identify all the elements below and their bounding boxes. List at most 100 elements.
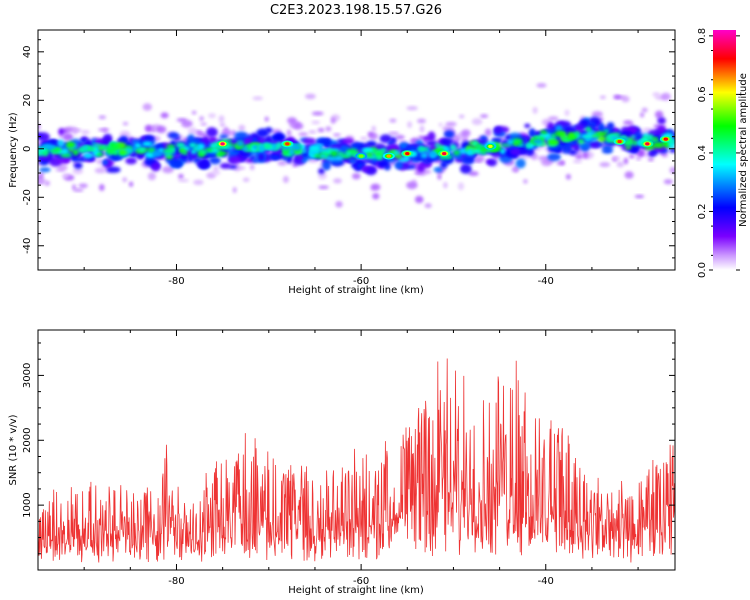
spectrogram-core-blob [585, 126, 592, 132]
spectrogram-halo-blob [484, 128, 492, 137]
spectrogram-halo-blob [61, 173, 70, 179]
spectrogram-core-blob [44, 144, 57, 150]
spectrogram-halo-blob [437, 173, 442, 180]
spectrogram-halo-blob [629, 154, 635, 159]
spectrogram-halo-blob [572, 159, 583, 164]
spectrogram-halo-blob [317, 128, 325, 133]
spectrogram-halo-blob [145, 125, 153, 132]
spectrogram-halo-blob [438, 122, 443, 127]
spectrogram-halo-blob [443, 181, 448, 189]
spectrogram-halo-blob [213, 166, 219, 171]
colorbar-tick-label: 0.0 [697, 262, 708, 278]
spectrogram-core-blob [334, 155, 344, 161]
spectrogram-core-blob [623, 139, 634, 147]
spectrogram-core-blob [668, 141, 675, 149]
x-tick-label: -60 [353, 276, 369, 287]
spectrogram-band-blob [563, 141, 577, 146]
spectrogram-halo-blob [38, 123, 41, 130]
spectrogram-core-blob [625, 146, 632, 150]
spectrogram-core-blob [554, 130, 566, 137]
x-tick-label: -40 [538, 576, 554, 587]
spectrogram-core-blob [394, 154, 403, 159]
spectrogram-band-blob [125, 157, 137, 165]
spectrogram-band-blob [348, 159, 357, 163]
spectrogram-band-blob [547, 122, 554, 131]
spectrogram-halo-blob [616, 161, 624, 168]
spectrogram-halo-blob [191, 110, 197, 115]
spectrogram-core-blob [82, 152, 94, 159]
spectrogram-band-blob [219, 134, 229, 139]
spectrogram-core-blob [420, 152, 429, 159]
spectrogram-band-blob [119, 136, 128, 144]
spectrogram-core-blob [190, 149, 197, 155]
spectrogram-band-blob [440, 137, 454, 146]
spectrogram-band-blob [440, 161, 448, 169]
spectrogram-halo-blob [318, 172, 327, 180]
spectrogram-frame [37, 29, 676, 271]
spectrogram-band-blob [73, 162, 83, 169]
spectrogram-halo-blob [330, 117, 336, 124]
spectrogram-core-blob [175, 142, 186, 148]
y-tick-label: 2000 [22, 428, 33, 453]
colorbar: 0.0 0.2 0.4 0.6 0.8 Normalized spectral ampl… [697, 28, 749, 278]
spectrogram-core-blob [475, 144, 482, 149]
spectrogram-halo-blob [663, 179, 673, 185]
spectrogram-band-blob [38, 132, 43, 140]
spectrogram-band-blob [648, 151, 656, 157]
spectrogram-xlabel: Height of straight line (km) [288, 285, 424, 296]
spectrogram-core-blob [366, 152, 373, 157]
spectrogram-halo-blob [129, 181, 134, 187]
spectrogram-halo-blob [360, 136, 368, 141]
spectrogram-halo-blob [669, 166, 675, 174]
spectrogram-band-blob [234, 131, 248, 139]
spectrogram-peak [663, 137, 668, 141]
spectrogram-core-blob [236, 140, 244, 147]
spectrogram-halo-blob [333, 178, 342, 184]
spectrogram-core-blob [184, 146, 191, 151]
x-tick-label: -60 [353, 576, 369, 587]
spectrogram-band-blob [72, 157, 87, 162]
colorbar-tick-label: 0.8 [697, 28, 708, 44]
spectrogram-band-blob [524, 123, 531, 128]
spectrogram-halo-blob [298, 132, 309, 137]
spectrogram-core-blob [434, 143, 441, 148]
spectrogram-band-blob [379, 134, 392, 144]
spectrogram-core-blob [376, 154, 383, 161]
spectrogram-halo-blob [311, 111, 324, 116]
spectrogram-halo-blob [395, 135, 405, 140]
spectrogram-band-blob [274, 132, 285, 141]
spectrogram-band-blob [399, 142, 410, 150]
spectrogram-core-blob [302, 149, 307, 153]
spectrogram-core-blob [99, 145, 108, 150]
spectrogram-halo-blob [325, 126, 332, 132]
spectrogram-halo-blob [181, 119, 193, 128]
spectrogram-halo-blob [582, 151, 589, 159]
spectrogram-core-blob [210, 143, 217, 149]
spectrogram-band-blob [577, 142, 591, 149]
spectrogram-halo-blob [548, 116, 559, 121]
spectrogram-core-blob [252, 145, 259, 150]
spectrogram-peak [405, 152, 410, 156]
spectrogram-core-blob [500, 143, 512, 147]
spectrogram-band-blob [493, 126, 503, 135]
spectrogram-band-blob [460, 164, 472, 174]
spectrogram-halo-blob [318, 185, 329, 190]
spectrogram-halo-blob [641, 107, 648, 113]
spectrogram-halo-blob [523, 179, 528, 184]
spectrogram-halo-blob [44, 180, 50, 186]
spectrogram-band-blob [94, 139, 104, 145]
snr-frame [37, 329, 676, 571]
spectrogram-band-blob [264, 148, 271, 154]
spectrogram-halo-blob [537, 155, 549, 161]
spectrogram-band-blob [102, 159, 109, 166]
spectrogram-halo-blob [242, 177, 250, 182]
spectrogram-band-blob [187, 134, 195, 143]
spectrogram-band-blob [257, 153, 265, 162]
spectrogram-halo-blob [286, 129, 292, 137]
spectrogram-core-blob [57, 139, 65, 147]
spectrogram-band-blob [491, 138, 502, 143]
spectrogram-band-blob [509, 148, 523, 156]
spectrogram-halo-blob [311, 120, 321, 125]
spectrogram-halo-blob [252, 96, 263, 101]
snr-axes: -80 -60 -40 1000 2000 3000 [22, 330, 675, 587]
